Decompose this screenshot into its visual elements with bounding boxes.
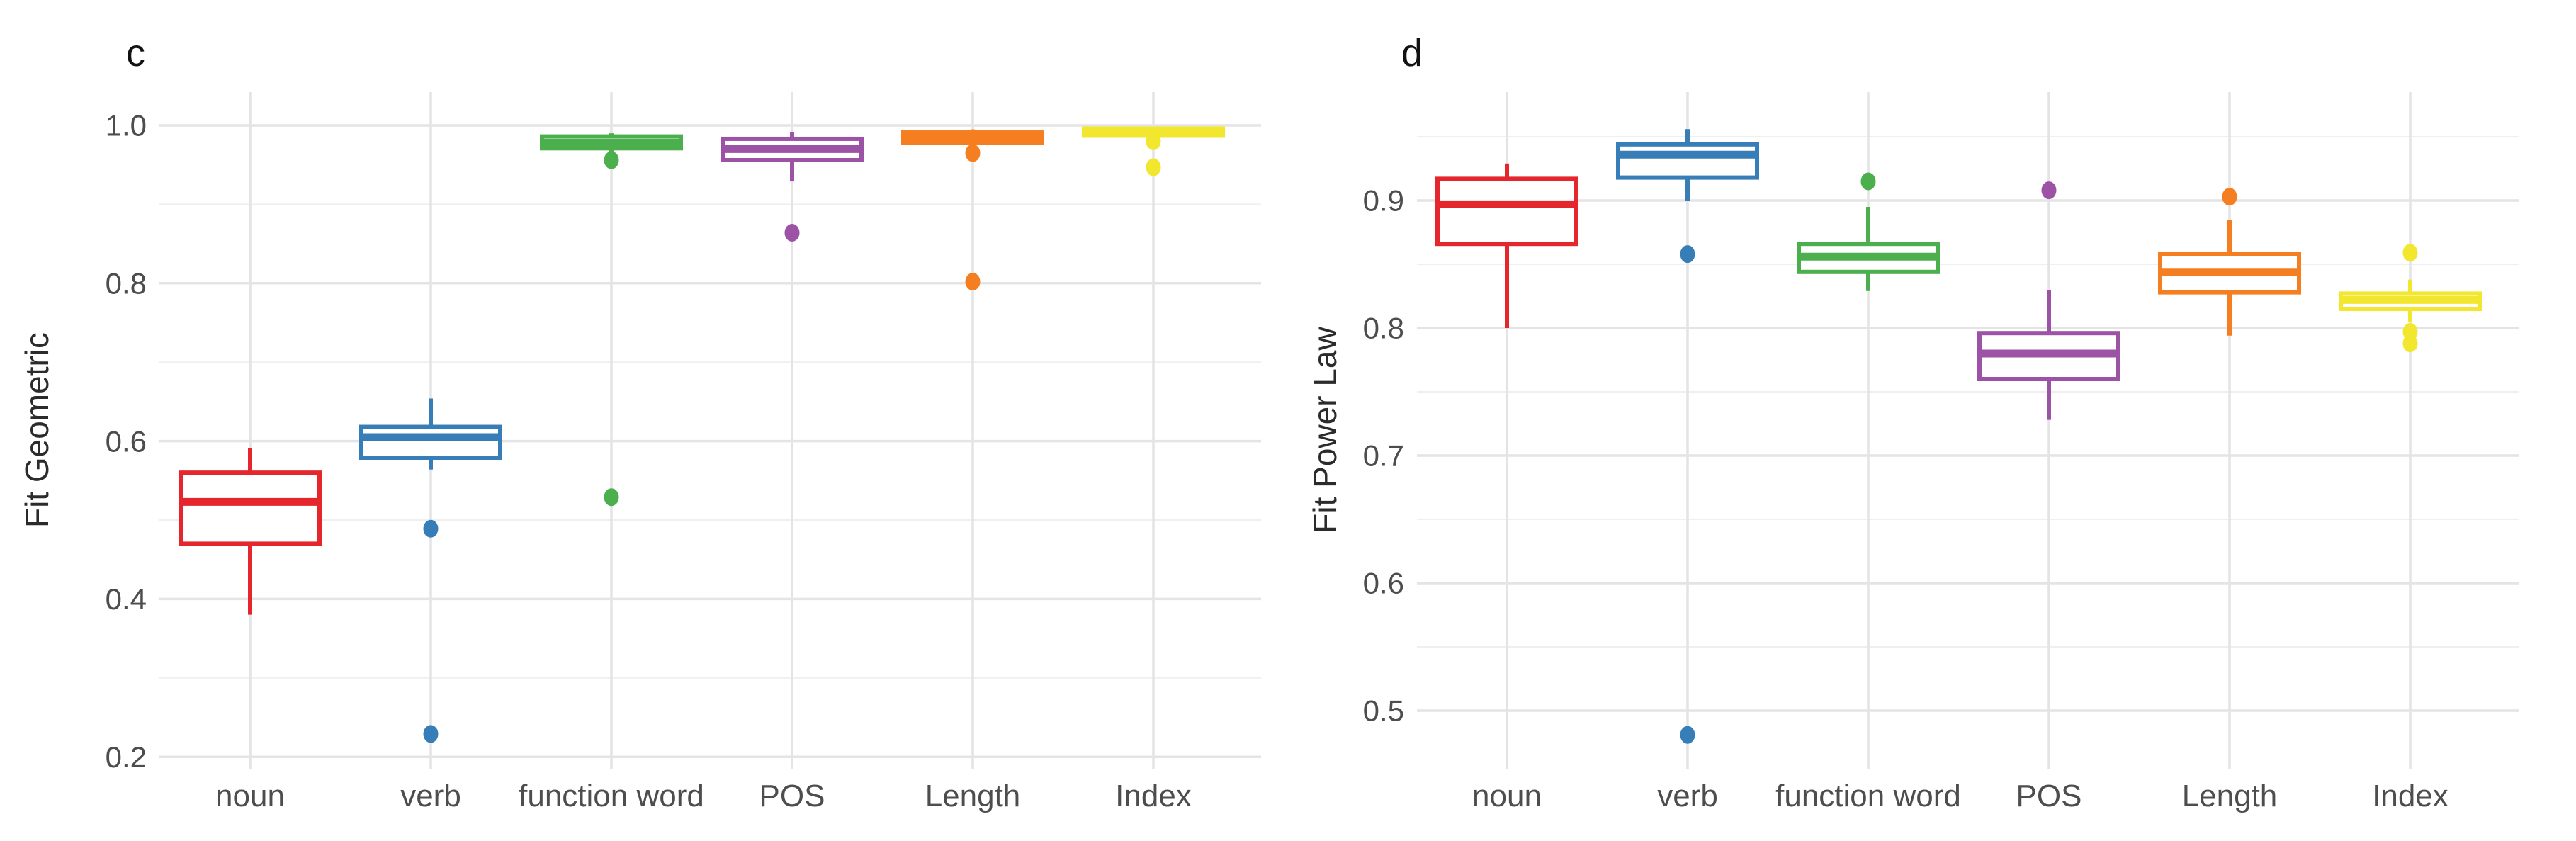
box-verb xyxy=(359,398,502,743)
x-category-label: noun xyxy=(215,779,285,813)
x-category-label: POS xyxy=(2016,779,2082,813)
x-category-label: verb xyxy=(400,779,461,813)
outlier-dot xyxy=(2222,188,2237,206)
box-noun xyxy=(1435,163,1578,328)
outlier-dot xyxy=(965,273,981,291)
panel-d-y-axis-title: Fit Power Law xyxy=(1306,327,1343,534)
outlier-dot xyxy=(1146,132,1161,150)
outlier-dot xyxy=(604,151,619,169)
panel-d: 0.9 0.8 0.7 0.6 0.5 noun verb function word POS L… xyxy=(1288,0,2576,841)
x-axis-category-labels: noun verb function word POS Length Index xyxy=(215,779,1192,813)
outlier-dot xyxy=(2041,181,2057,200)
panel-c-chart: 1.0 0.8 0.6 0.4 0.2 noun verb function word POS L… xyxy=(105,92,1261,813)
box-POS xyxy=(721,132,864,242)
outlier-dot xyxy=(423,519,439,538)
x-category-label: verb xyxy=(1657,779,1718,813)
x-category-label: function word xyxy=(1775,779,1961,813)
box-Index xyxy=(2339,244,2482,353)
y-tick-label: 0.8 xyxy=(106,267,147,300)
y-tick-label: 0.7 xyxy=(1363,439,1404,473)
x-category-label: POS xyxy=(759,779,825,813)
iqr-box xyxy=(1435,176,1578,247)
outlier-dot xyxy=(1680,245,1695,264)
outlier-dot xyxy=(2402,244,2418,262)
box-Index xyxy=(1082,126,1225,176)
x-category-label: noun xyxy=(1472,779,1542,813)
y-tick-label: 0.6 xyxy=(1363,567,1404,600)
y-tick-label: 1.0 xyxy=(106,109,147,142)
box-function-word xyxy=(540,133,683,507)
y-tick-label: 0.5 xyxy=(1363,694,1404,728)
panel-d-tag: d xyxy=(1401,32,1423,74)
y-tick-label: 0.6 xyxy=(106,424,147,458)
iqr-box xyxy=(1616,142,1759,180)
panel-c: 1.0 0.8 0.6 0.4 0.2 noun verb function word POS L… xyxy=(18,32,1261,813)
box-Length xyxy=(2158,188,2301,336)
panel-d-chart: 0.9 0.8 0.7 0.6 0.5 noun verb function word POS L… xyxy=(1288,0,2576,841)
x-category-label: Index xyxy=(2372,779,2448,813)
box-noun xyxy=(179,448,322,615)
x-category-label: function word xyxy=(519,779,704,813)
panel-background xyxy=(1288,0,2576,841)
iqr-box xyxy=(179,470,322,546)
panel-c-y-axis-title: Fit Geometric xyxy=(18,332,55,529)
outlier-dot xyxy=(965,144,981,162)
outlier-dot xyxy=(604,488,619,507)
outlier-dot xyxy=(1860,172,1876,191)
outlier-dot xyxy=(423,725,439,743)
y-tick-label: 0.9 xyxy=(1363,184,1404,218)
outlier-dot xyxy=(1680,726,1695,744)
y-tick-label: 0.2 xyxy=(106,740,147,774)
y-axis-tick-labels: 1.0 0.8 0.6 0.4 0.2 xyxy=(106,109,147,774)
iqr-box xyxy=(359,424,502,460)
gridlines xyxy=(1417,92,2519,769)
box-function-word xyxy=(1797,172,1940,291)
x-category-label: Length xyxy=(2182,779,2278,813)
outlier-dot xyxy=(1146,158,1161,176)
box-Length xyxy=(901,129,1044,291)
y-axis-tick-labels: 0.9 0.8 0.7 0.6 0.5 xyxy=(1363,184,1404,728)
box-POS xyxy=(1977,181,2120,420)
outlier-dot xyxy=(784,224,800,242)
y-tick-label: 0.8 xyxy=(1363,312,1404,345)
x-category-label: Index xyxy=(1115,779,1192,813)
panel-c-tag: c xyxy=(126,32,145,74)
outlier-dot xyxy=(2402,334,2418,353)
box-verb xyxy=(1616,129,1759,744)
x-axis-category-labels: noun verb function word POS Length Index xyxy=(1472,779,2448,813)
x-category-label: Length xyxy=(925,779,1021,813)
y-tick-label: 0.4 xyxy=(106,582,147,616)
